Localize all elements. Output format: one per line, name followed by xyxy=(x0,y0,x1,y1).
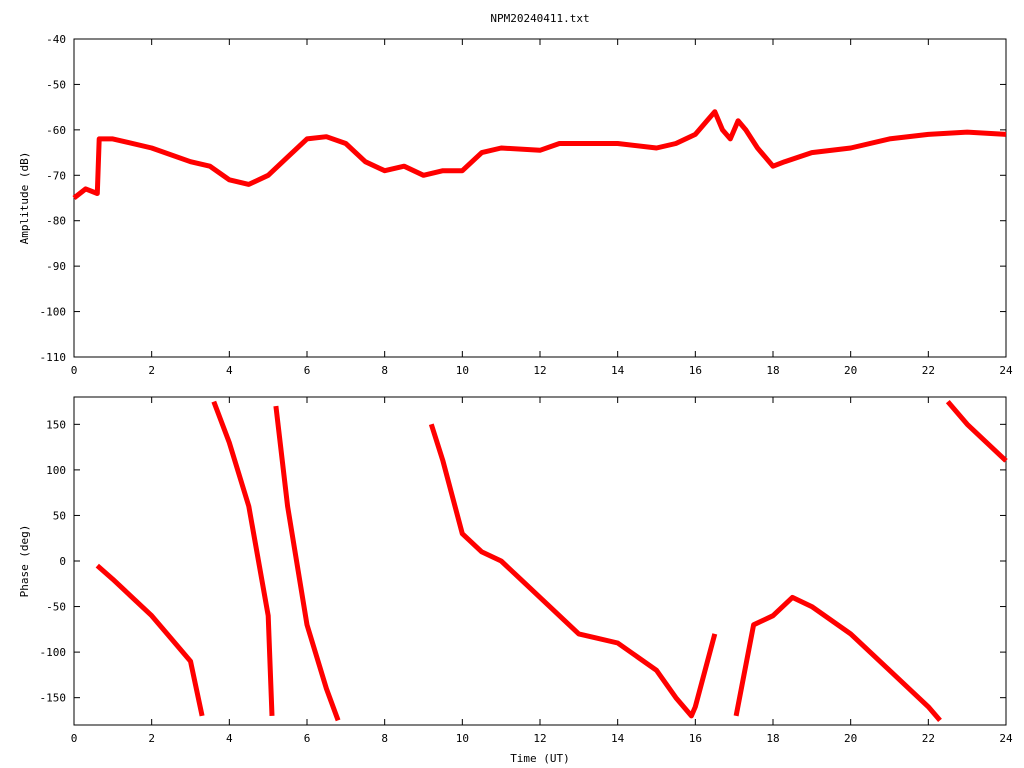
phase-x-axis-label: Time (UT) xyxy=(510,752,570,765)
amplitude-y-tick-label: -100 xyxy=(40,306,67,319)
phase-panel: 0 2 4 6 8 10 12 14 16 18 20 22 24150100500-50-100-15… xyxy=(18,396,1013,765)
amplitude-x-tick-label: 0 xyxy=(71,364,78,377)
phase-y-tick-label: 50 xyxy=(53,509,66,522)
amplitude-x-tick-label: 16 xyxy=(689,364,702,377)
chart-title: NPM20240411.txt xyxy=(490,12,589,25)
phase-x-tick-label: 10 xyxy=(456,732,469,745)
phase-x-tick-label: 24 xyxy=(999,732,1013,745)
phase-x-tick-label: 22 xyxy=(922,732,935,745)
amplitude-plot-area xyxy=(73,38,1007,358)
phase-x-tick-label: 18 xyxy=(766,732,779,745)
amplitude-y-tick-label: -60 xyxy=(46,124,66,137)
phase-y-tick-label: -150 xyxy=(40,692,67,705)
amplitude-x-tick-label: 6 xyxy=(304,364,311,377)
amplitude-x-tick-label: 24 xyxy=(999,364,1013,377)
amplitude-x-tick-label: 18 xyxy=(766,364,779,377)
phase-x-tick-label: 4 xyxy=(226,732,233,745)
amplitude-x-tick-label: 4 xyxy=(226,364,233,377)
phase-x-tick-label: 16 xyxy=(689,732,702,745)
amplitude-y-tick-label: -50 xyxy=(46,78,66,91)
phase-y-tick-label: -50 xyxy=(46,601,66,614)
phase-series-line xyxy=(95,399,1008,723)
phase-axes: 0 2 4 6 8 10 12 14 16 18 20 22 24150100500-50-100-15… xyxy=(40,397,1013,745)
phase-x-tick-label: 14 xyxy=(611,732,625,745)
amplitude-x-tick-label: 12 xyxy=(533,364,546,377)
amplitude-axes: 0 2 4 6 8 10 12 14 16 18 20 22 24-40-50-60-70-80-90-… xyxy=(40,33,1013,377)
phase-y-axis-label: Phase (deg) xyxy=(18,525,31,598)
phase-x-tick-label: 2 xyxy=(148,732,155,745)
amplitude-x-tick-label: 8 xyxy=(381,364,388,377)
amplitude-series xyxy=(72,109,1007,200)
amplitude-y-tick-label: -110 xyxy=(40,351,67,364)
amplitude-y-axis-label: Amplitude (dB) xyxy=(18,152,31,245)
phase-x-tick-label: 12 xyxy=(533,732,546,745)
amplitude-x-tick-label: 20 xyxy=(844,364,857,377)
amplitude-x-tick-label: 14 xyxy=(611,364,625,377)
amplitude-y-tick-label: -70 xyxy=(46,169,66,182)
phase-x-tick-label: 6 xyxy=(304,732,311,745)
amplitude-y-tick-label: -80 xyxy=(46,215,66,228)
phase-x-tick-label: 8 xyxy=(381,732,388,745)
amplitude-x-tick-label: 22 xyxy=(922,364,935,377)
phase-y-tick-label: 100 xyxy=(46,464,66,477)
amplitude-y-tick-label: -90 xyxy=(46,260,66,273)
amplitude-panel: 0 2 4 6 8 10 12 14 16 18 20 22 24-40-50-60-70-80-90-… xyxy=(18,33,1013,377)
phase-y-tick-label: 0 xyxy=(59,555,66,568)
phase-series xyxy=(95,399,1008,723)
amplitude-y-tick-label: -40 xyxy=(46,33,66,46)
amplitude-x-tick-label: 2 xyxy=(148,364,155,377)
phase-x-tick-label: 0 xyxy=(71,732,78,745)
phase-plot-area xyxy=(73,396,1007,726)
phase-y-tick-label: 150 xyxy=(46,418,66,431)
phase-x-tick-label: 20 xyxy=(844,732,857,745)
phase-y-tick-label: -100 xyxy=(40,646,67,659)
amplitude-x-tick-label: 10 xyxy=(456,364,469,377)
amplitude-series-line xyxy=(72,109,1007,200)
